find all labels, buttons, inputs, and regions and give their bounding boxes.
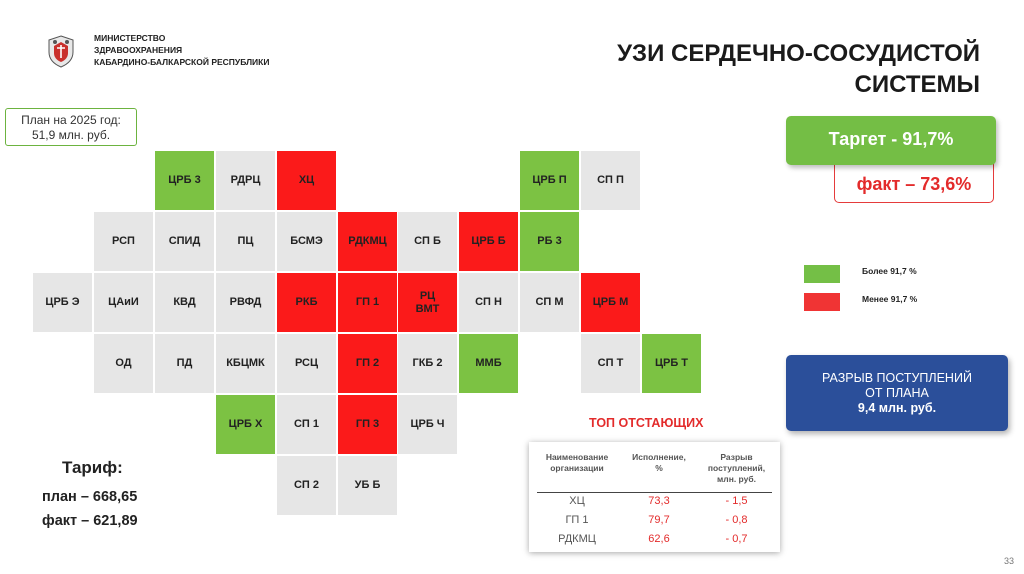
tile-31: СП Т xyxy=(581,334,640,393)
plan-value: 51,9 млн. руб. xyxy=(31,128,111,142)
header-name-line-1: Наименование xyxy=(545,452,609,462)
tile-33: ЦРБ Х xyxy=(216,395,275,454)
tile-37: СП 2 xyxy=(277,456,336,515)
plan-box: План на 2025 год: 51,9 млн. руб. xyxy=(5,108,137,146)
page-title-line-1: УЗИ СЕРДЕЧНО-СОСУДИСТОЙ xyxy=(617,40,980,67)
tile-10: РДКМЦ xyxy=(338,212,397,271)
tariff-fact: факт – 621,89 xyxy=(42,513,138,529)
row-3-name: РДКМЦ xyxy=(558,533,596,545)
tile-21: СП Н xyxy=(459,273,518,332)
tile-3: ХЦ xyxy=(277,151,336,210)
row-3-exec: 62,6 xyxy=(648,533,670,545)
tariff-title: Тариф: xyxy=(62,458,123,477)
page-title-line-2: СИСТЕМЫ xyxy=(854,71,980,98)
tile-14: ЦРБ Э xyxy=(33,273,92,332)
tile-11: СП Б xyxy=(398,212,457,271)
row-3-gap: - 0,7 xyxy=(725,533,748,545)
page-title: УЗИ СЕРДЕЧНО-СОСУДИСТОЙ СИСТЕМЫ xyxy=(617,38,980,100)
page-number: 33 xyxy=(1003,556,1014,566)
laggards-title: ТОП ОТСТАЮЩИХ xyxy=(589,416,704,430)
tile-5: СП П xyxy=(581,151,640,210)
header-exec-line-1: Исполнение, xyxy=(632,452,686,462)
gap-line-1: РАЗРЫВ ПОСТУПЛЕНИЙ xyxy=(822,371,972,385)
row-2-gap: - 0,8 xyxy=(725,514,748,526)
tile-16: КВД xyxy=(155,273,214,332)
tile-22: СП М xyxy=(520,273,579,332)
row-2-name: ГП 1 xyxy=(565,514,589,526)
header-exec-line-2: % xyxy=(655,463,663,473)
laggards-table: Наименование организации Исполнение, % Р… xyxy=(529,442,780,552)
gap-value: 9,4 млн. руб. xyxy=(857,401,937,415)
tile-15: ЦАиИ xyxy=(94,273,153,332)
tile-6: РСП xyxy=(94,212,153,271)
header-gap-line-2: поступлений, xyxy=(707,463,766,473)
plan-label: План на 2025 год: xyxy=(21,113,121,127)
header-gap-line-3: млн. руб. xyxy=(717,474,756,484)
tile-9: БСМЭ xyxy=(277,212,336,271)
gap-line-2: ОТ ПЛАНА xyxy=(865,386,929,400)
tile-35: ГП 3 xyxy=(338,395,397,454)
tile-20: РЦ ВМТ xyxy=(398,273,457,332)
ministry-line-3: КАБАРДИНО-БАЛКАРСКОЙ РЕСПУБЛИКИ xyxy=(94,57,270,67)
ministry-name: МИНИСТЕРСТВО ЗДРАВООХРАНЕНИЯ КАБАРДИНО-Б… xyxy=(94,32,269,68)
header-name-line-2: организации xyxy=(550,463,604,473)
tile-7: СПИД xyxy=(155,212,214,271)
tile-29: ГКБ 2 xyxy=(398,334,457,393)
ministry-emblem-icon xyxy=(48,35,74,68)
tile-38: УБ Б xyxy=(338,456,397,515)
tile-1: ЦРБ 3 xyxy=(155,151,214,210)
tile-36: ЦРБ Ч xyxy=(398,395,457,454)
header-exec: Исполнение, % xyxy=(624,452,694,474)
legend-above-swatch xyxy=(804,265,840,283)
row-1-name: ХЦ xyxy=(569,495,585,507)
legend-below-label: Менее 91,7 % xyxy=(862,294,918,304)
header-gap-line-1: Разрыв xyxy=(720,452,753,462)
fact-badge: факт – 73,6% xyxy=(834,163,994,203)
ministry-line-1: МИНИСТЕРСТВО xyxy=(94,33,166,43)
tile-30: ММБ xyxy=(459,334,518,393)
tile-25: ПД xyxy=(155,334,214,393)
header-gap: Разрыв поступлений, млн. руб. xyxy=(699,452,774,485)
tariff-plan: план – 668,65 xyxy=(42,489,138,505)
target-badge: Таргет - 91,7% xyxy=(786,116,996,165)
tile-4: ЦРБ П xyxy=(520,151,579,210)
tile-34: СП 1 xyxy=(277,395,336,454)
tile-17: РВФД xyxy=(216,273,275,332)
tile-2: РДРЦ xyxy=(216,151,275,210)
legend-above-label: Более 91,7 % xyxy=(862,266,917,276)
legend-below-swatch xyxy=(804,293,840,311)
tile-32: ЦРБ Т xyxy=(642,334,701,393)
tile-19: ГП 1 xyxy=(338,273,397,332)
revenue-gap-box: РАЗРЫВ ПОСТУПЛЕНИЙ ОТ ПЛАНА 9,4 млн. руб… xyxy=(786,355,1008,431)
tile-23: ЦРБ М xyxy=(581,273,640,332)
tile-26: КБЦМК xyxy=(216,334,275,393)
row-2-exec: 79,7 xyxy=(648,514,670,526)
header-divider xyxy=(537,492,772,493)
tile-27: РСЦ xyxy=(277,334,336,393)
row-1-gap: - 1,5 xyxy=(725,495,748,507)
tile-12: ЦРБ Б xyxy=(459,212,518,271)
tile-8: ПЦ xyxy=(216,212,275,271)
tile-18: РКБ xyxy=(277,273,336,332)
tile-24: ОД xyxy=(94,334,153,393)
ministry-line-2: ЗДРАВООХРАНЕНИЯ xyxy=(94,45,183,55)
tile-13: РБ 3 xyxy=(520,212,579,271)
header-name: Наименование организации xyxy=(537,452,617,474)
row-1-exec: 73,3 xyxy=(648,495,670,507)
tile-28: ГП 2 xyxy=(338,334,397,393)
